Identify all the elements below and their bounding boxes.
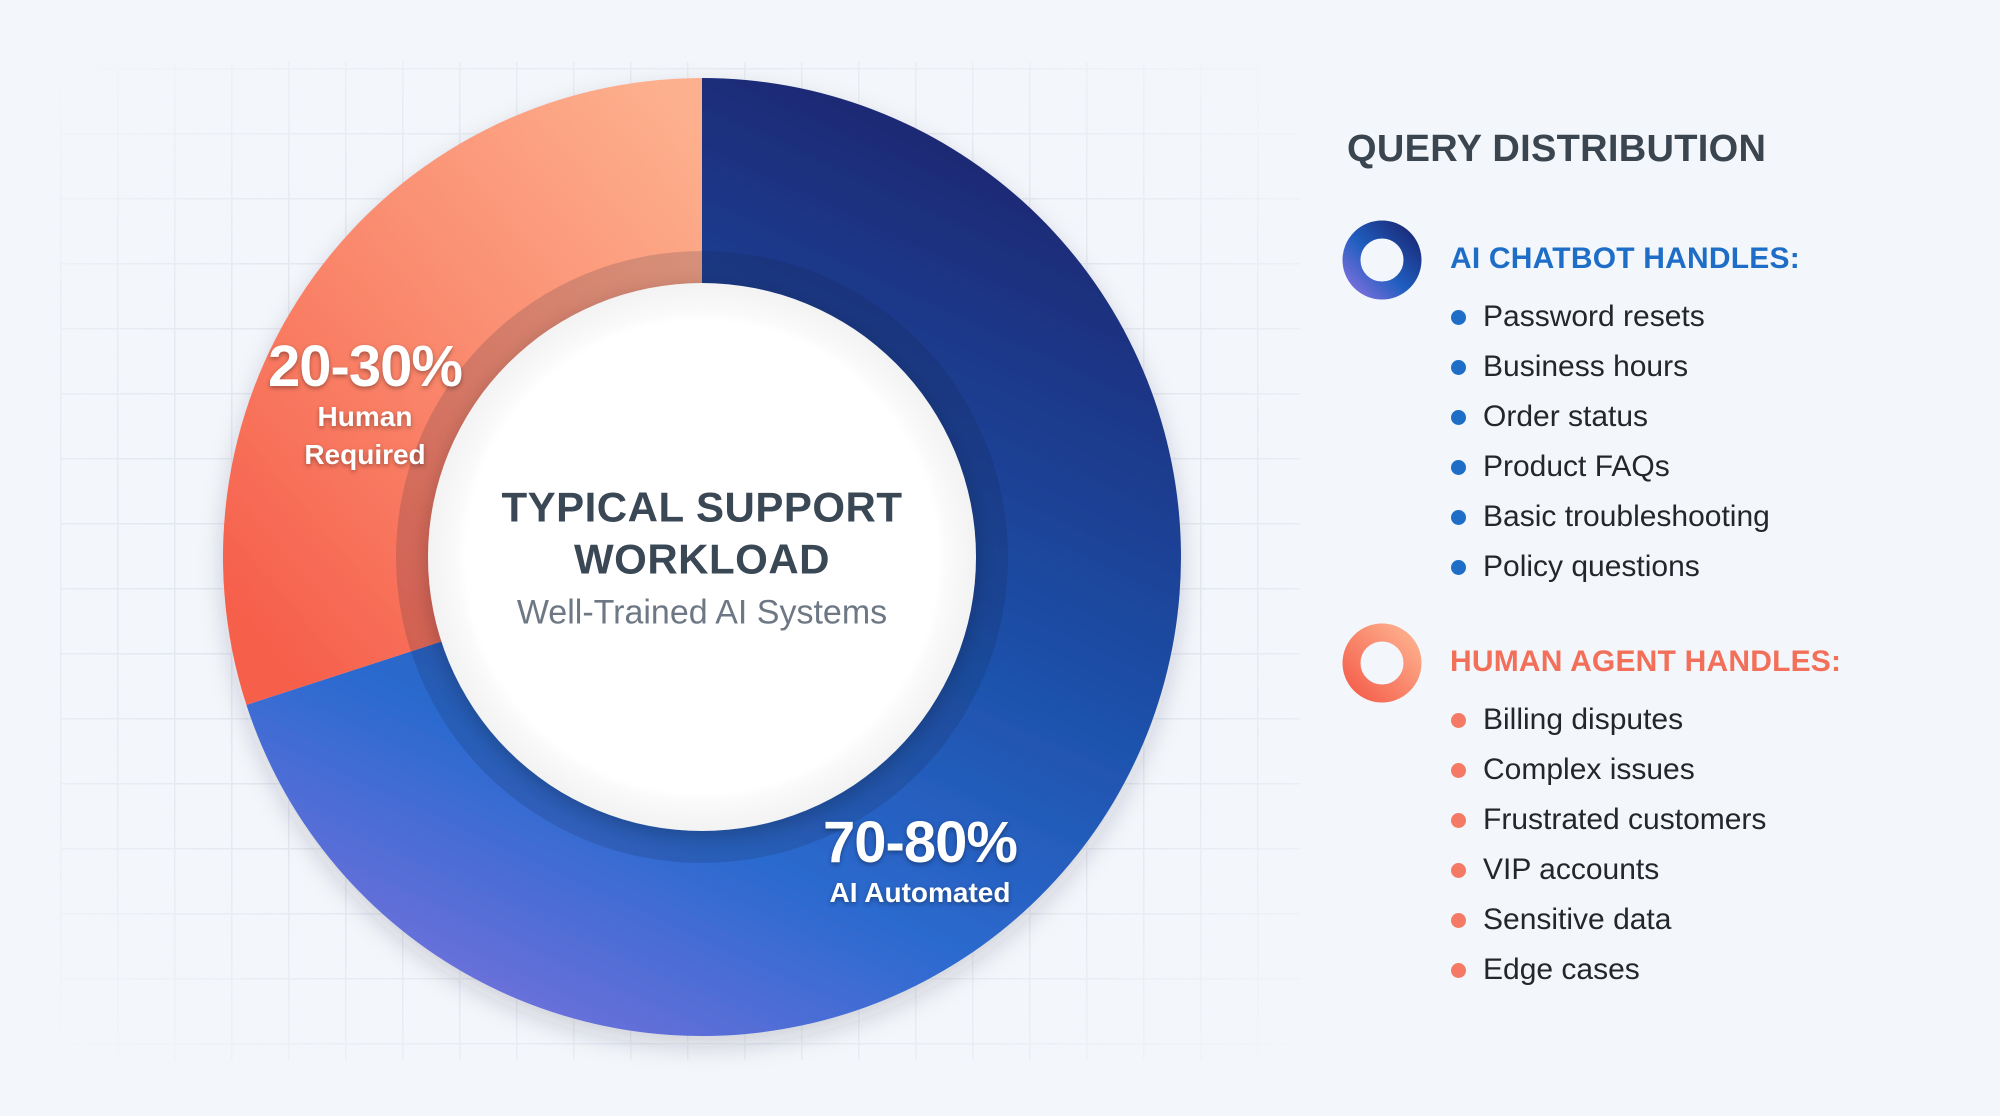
item-label: Policy questions [1483,550,1700,583]
bullet-dot-icon [1451,763,1466,778]
center-title: TYPICAL SUPPORT WORKLOAD [432,482,972,586]
list-item: Order status [1449,392,1770,442]
center-title-line2: WORKLOAD [574,535,830,583]
bullet-dot-icon [1451,460,1466,475]
human-items-list: Billing disputes Complex issues Frustrat… [1449,695,1766,995]
item-label: Business hours [1483,350,1689,383]
human-desc-line1: Human [317,401,413,432]
group-heading-human: HUMAN AGENT HANDLES: [1450,645,1842,678]
bullet-dot-icon [1451,863,1466,878]
bullet-dot-icon [1451,713,1466,728]
human-percentage: 20-30% [268,334,463,399]
list-item: Business hours [1449,342,1770,392]
ai-desc: AI Automated [829,877,1011,908]
human-desc-line2: Required [304,439,426,470]
item-label: Basic troubleshooting [1483,500,1770,533]
list-item: Product FAQs [1449,442,1770,492]
donut-svg [222,78,1181,1036]
list-item: Complex issues [1449,745,1766,795]
item-label: Edge cases [1483,953,1640,986]
label-human-required: 20-30% Human Required [240,336,490,474]
list-item: Billing disputes [1449,695,1766,745]
ring-icon [1342,220,1422,300]
item-label: Complex issues [1483,753,1695,786]
item-label: Password resets [1483,300,1705,333]
bullet-dot-icon [1451,310,1466,325]
ring-icon [1342,623,1422,703]
bullet-dot-icon [1451,410,1466,425]
item-label: Sensitive data [1483,903,1672,936]
bullet-dot-icon [1451,560,1466,575]
item-label: Frustrated customers [1483,803,1767,836]
ai-items-list: Password resets Business hours Order sta… [1449,292,1770,592]
list-item: Sensitive data [1449,895,1766,945]
list-item: Frustrated customers [1449,795,1766,845]
item-label: Billing disputes [1483,703,1684,736]
item-label: VIP accounts [1483,853,1660,886]
bullet-dot-icon [1451,510,1466,525]
donut-center-text: TYPICAL SUPPORT WORKLOAD Well-Trained AI… [432,482,972,633]
group-heading-ai: AI CHATBOT HANDLES: [1450,242,1800,275]
center-title-line1: TYPICAL SUPPORT [501,483,903,531]
legend-title: QUERY DISTRIBUTION [1347,128,1767,170]
list-item: Password resets [1449,292,1770,342]
item-label: Order status [1483,400,1649,433]
bullet-dot-icon [1451,913,1466,928]
bullet-dot-icon [1451,963,1466,978]
donut-chart [222,78,1181,1036]
ai-percentage: 70-80% [823,810,1018,875]
list-item: VIP accounts [1449,845,1766,895]
list-item: Policy questions [1449,542,1770,592]
center-subtitle: Well-Trained AI Systems [516,593,888,632]
donut-hole-shade [428,283,976,831]
bullet-dot-icon [1451,360,1466,375]
list-item: Basic troubleshooting [1449,492,1770,542]
bullet-dot-icon [1451,813,1466,828]
list-item: Edge cases [1449,945,1766,995]
item-label: Product FAQs [1483,450,1670,483]
label-ai-automated: 70-80% AI Automated [790,812,1050,912]
